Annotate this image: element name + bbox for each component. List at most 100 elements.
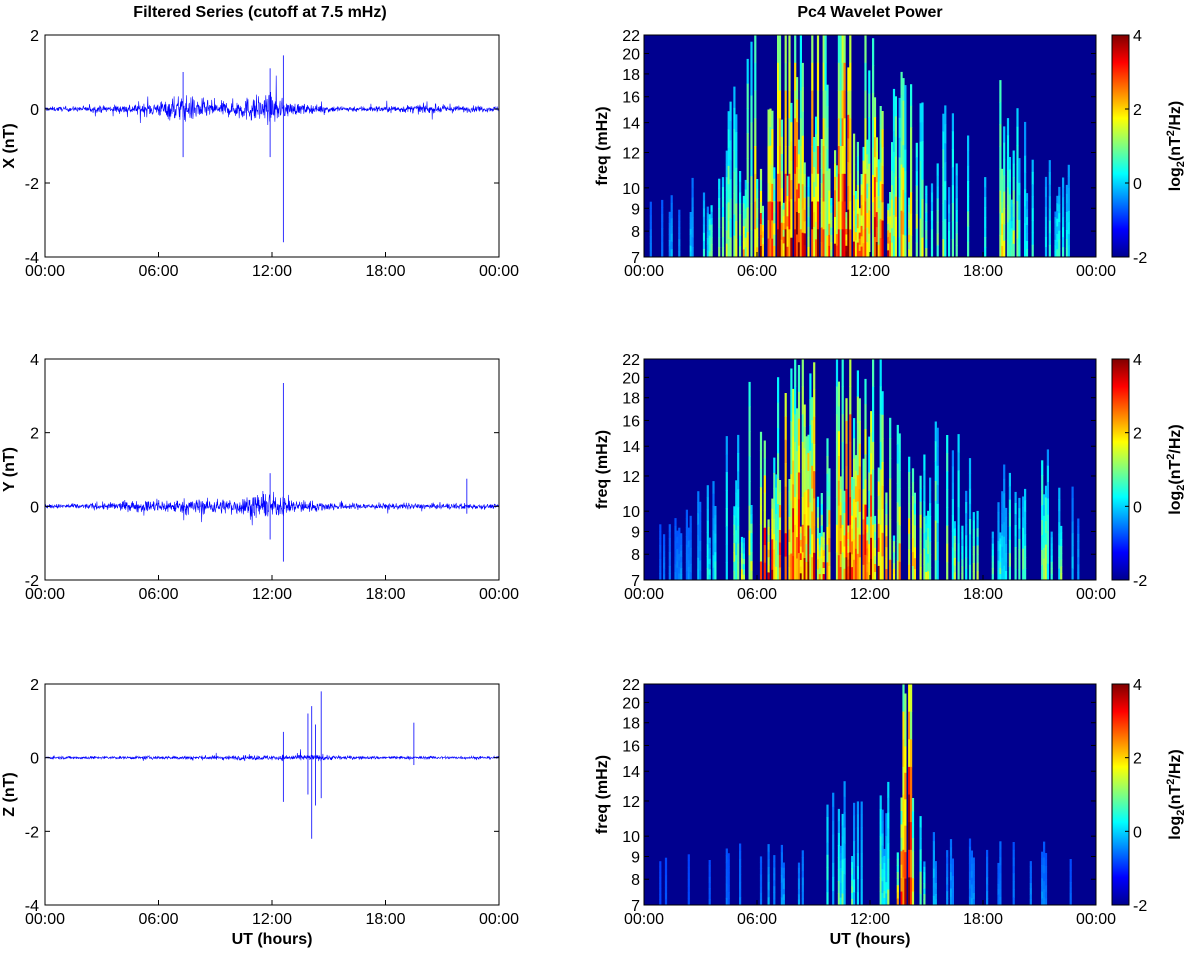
power-cell [997,570,1000,581]
power-cell [896,483,899,503]
power-cell [708,574,711,581]
power-cell [794,469,797,498]
power-cell [1062,187,1065,198]
power-cell [708,558,711,565]
power-cell [835,441,839,470]
power-cell [813,552,816,581]
power-cell [944,105,947,125]
power-cell [951,887,954,894]
power-cell [1003,536,1006,552]
power-cell [725,862,728,871]
power-cell [927,571,930,581]
power-cell [944,238,947,258]
power-cell [788,90,791,119]
power-cell [1025,209,1029,218]
colorbar-tick-label: 4 [1133,28,1142,45]
power-cell [927,528,930,538]
power-cell [837,881,840,894]
power-cell [687,573,690,581]
power-cell [801,386,804,415]
power-cell [735,185,738,204]
power-cell [885,558,888,570]
power-cell [818,532,821,540]
power-cell [972,881,975,888]
power-cell [822,550,825,557]
power-cell [860,853,863,867]
power-cell [664,887,668,894]
power-cell [887,216,890,224]
power-cell [972,571,975,581]
power-cell [794,359,797,387]
power-cell [853,133,856,150]
power-cell [809,476,812,503]
power-cell [820,168,823,184]
power-cell [968,503,972,520]
power-cell [1005,525,1008,536]
power-cell [1044,879,1048,886]
power-cell [967,241,970,258]
power-cell [1054,211,1057,218]
power-cell [742,234,745,243]
power-cell [854,248,858,258]
power-cell [948,213,951,223]
power-cell [1024,155,1027,173]
power-cell [896,502,899,523]
power-cell [875,212,878,228]
power-cell [856,840,859,854]
power-cell [883,877,886,885]
power-cell [740,574,744,581]
power-cell [687,560,690,568]
power-cell [968,855,972,864]
power-cell [932,877,935,888]
power-cell [997,550,1000,561]
power-cell [997,889,1000,895]
power-cell [1003,126,1006,144]
power-cell [801,160,804,185]
x-tick-label: 00:00 [1076,263,1116,280]
power-cell [797,889,801,895]
power-cell [860,827,863,841]
power-cell [853,519,856,540]
power-cell [847,209,850,234]
power-cell [1054,222,1057,229]
power-cell [889,200,892,209]
power-cell [778,517,782,531]
power-cell [923,899,926,906]
power-cell [997,883,1000,890]
power-cell [828,524,831,539]
power-cell [873,217,877,238]
power-cell [853,828,856,842]
power-cell [883,898,886,906]
power-cell [835,211,839,223]
power-cell [714,506,717,516]
power-cell [689,251,692,258]
power-cell [915,242,918,258]
power-cell [1062,197,1065,208]
power-cell [860,194,863,206]
power-cell [664,899,668,906]
power-cell [706,497,709,510]
power-cell [661,235,664,244]
power-cell [797,169,801,185]
power-cell [866,242,869,258]
power-cell [879,822,882,837]
y-axis-label: Z (nT) [1,772,18,816]
power-cell [851,880,854,887]
power-cell [1054,251,1057,258]
power-cell [853,499,856,520]
power-cell [1001,568,1004,581]
power-cell [847,114,850,139]
power-cell [792,508,795,533]
x-tick-label: 06:00 [138,911,178,928]
power-cell [885,514,888,526]
power-cell [841,229,844,258]
power-cell [769,219,772,239]
power-cell [854,564,858,581]
power-cell [999,574,1002,581]
power-cell [820,569,823,581]
power-cell [1043,857,1046,866]
power-cell [860,892,863,906]
power-cell [885,813,888,826]
power-cell [676,530,679,538]
power-cell [854,548,858,565]
